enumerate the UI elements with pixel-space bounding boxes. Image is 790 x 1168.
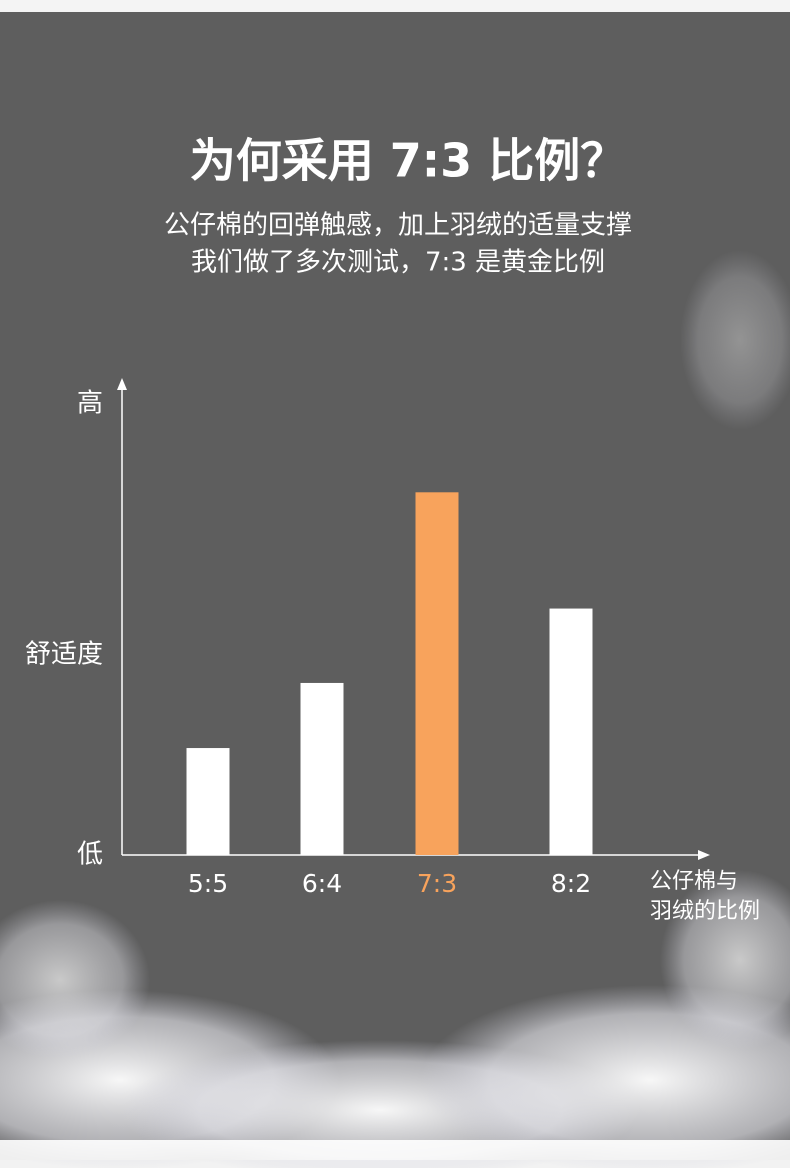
- fluff-decoration: [0, 250, 790, 1168]
- y-tick-label: 高: [77, 388, 103, 418]
- x-tick-label: 5:5: [188, 869, 228, 898]
- top-strip: [0, 0, 790, 12]
- x-tick-label: 6:4: [302, 869, 342, 898]
- x-axis-label: 羽绒的比例: [650, 899, 760, 924]
- subtitle: 我们做了多次测试，7:3 是黄金比例: [191, 248, 605, 278]
- y-tick-label: 低: [77, 840, 103, 870]
- x-axis-label: 公仔棉与: [650, 869, 738, 894]
- y-axis-arrow: [117, 378, 127, 390]
- y-tick-label: 舒适度: [25, 640, 103, 670]
- bar: [415, 492, 459, 855]
- bar: [300, 682, 344, 855]
- bar: [186, 748, 230, 855]
- x-tick-label: 8:2: [551, 869, 591, 898]
- bar: [549, 608, 593, 855]
- title: 为何采用 7:3 比例？: [190, 134, 626, 188]
- x-axis-arrow: [698, 850, 710, 860]
- x-tick-label: 7:3: [417, 869, 457, 898]
- subtitle: 公仔棉的回弹触感，加上羽绒的适量支撑: [164, 211, 632, 241]
